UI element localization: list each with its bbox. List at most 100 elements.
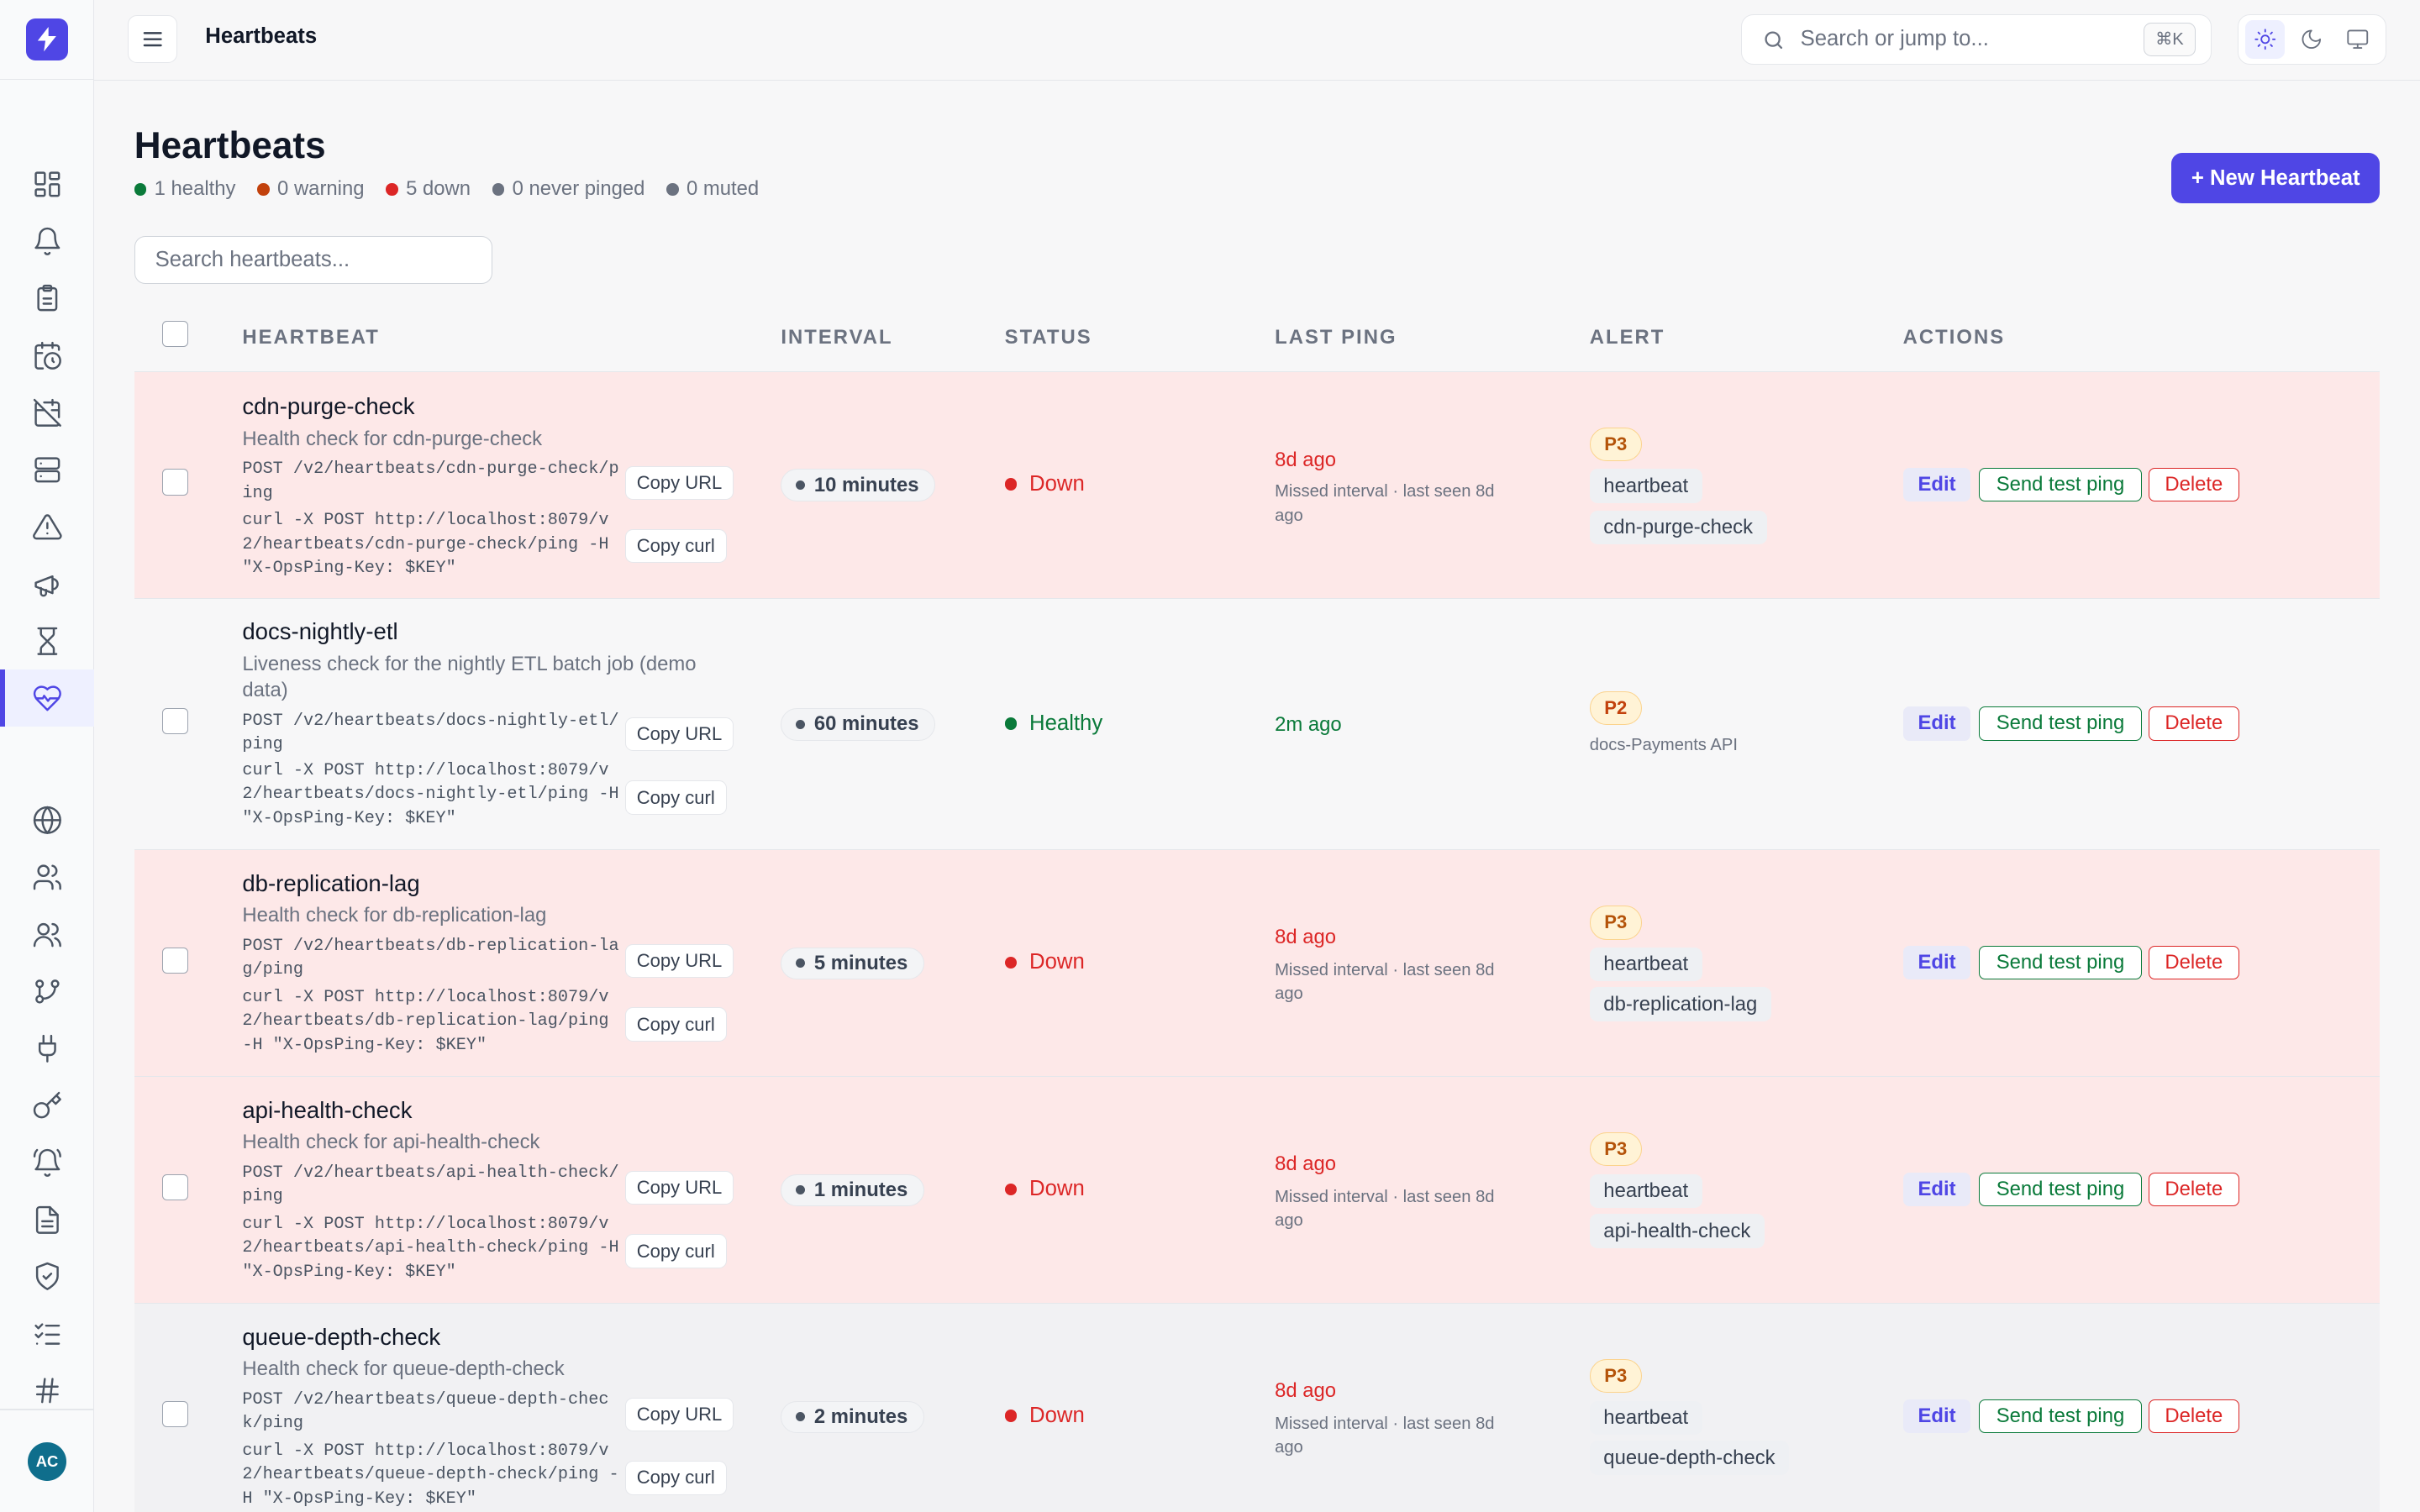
sidebar-item-notifications[interactable] <box>0 1134 94 1191</box>
row-checkbox[interactable] <box>161 1400 189 1427</box>
copy-url-button[interactable]: Copy URL <box>624 717 734 752</box>
light-theme-button[interactable] <box>2244 19 2286 59</box>
table-row[interactable]: api-health-check Health check for api-he… <box>134 1076 2381 1304</box>
edit-button[interactable]: Edit <box>1902 467 1971 501</box>
delete-button[interactable]: Delete <box>2148 945 2240 980</box>
send-test-ping-button[interactable]: Send test ping <box>1978 467 2143 501</box>
edit-button[interactable]: Edit <box>1902 945 1971 980</box>
copy-url-button[interactable]: Copy URL <box>624 1171 734 1205</box>
app-logo[interactable] <box>26 18 68 60</box>
status-dot <box>492 182 505 196</box>
heartbeats-table: HEARTBEAT INTERVAL STATUS LAST PING ALER… <box>134 302 2381 1512</box>
status-dot <box>257 182 270 196</box>
column-header-last-ping[interactable]: LAST PING <box>1275 325 1397 349</box>
sidebar-item-heartbeats[interactable] <box>0 669 95 727</box>
sidebar-item-api-keys[interactable] <box>0 1077 94 1134</box>
sidebar-item-issues[interactable] <box>0 498 94 555</box>
checklist-icon <box>34 1323 60 1346</box>
heartbeat-name[interactable]: cdn-purge-check <box>242 393 415 420</box>
bolt-icon <box>37 27 57 52</box>
copy-url-button[interactable]: Copy URL <box>624 1397 734 1432</box>
copy-url-button[interactable]: Copy URL <box>624 465 734 501</box>
sidebar-item-channels[interactable] <box>0 1362 94 1420</box>
status-label: Down <box>1029 1404 1085 1428</box>
sidebar-item-incidents[interactable] <box>0 270 94 327</box>
priority-badge: P3 <box>1589 427 1642 462</box>
sidebar-item-users[interactable] <box>0 848 94 906</box>
send-test-ping-button[interactable]: Send test ping <box>1978 1172 2143 1207</box>
row-checkbox[interactable] <box>161 469 189 496</box>
edit-button[interactable]: Edit <box>1902 1399 1971 1434</box>
sidebar-item-tasks[interactable] <box>0 1305 94 1362</box>
sidebar-item-escalations[interactable] <box>0 963 94 1020</box>
row-checkbox[interactable] <box>161 708 189 735</box>
sidebar-item-schedules[interactable] <box>0 327 94 384</box>
heartbeat-name[interactable]: docs-nightly-etl <box>242 618 398 645</box>
dark-theme-button[interactable] <box>2291 20 2332 59</box>
key-icon <box>33 1091 61 1118</box>
delete-button[interactable]: Delete <box>2148 706 2240 741</box>
sidebar-item-announcements[interactable] <box>0 555 94 612</box>
sidebar-item-integrations[interactable] <box>0 1020 94 1077</box>
copy-url-button[interactable]: Copy URL <box>624 944 734 979</box>
sidebar-item-maintenance[interactable] <box>0 384 94 441</box>
topbar: Heartbeats Search or jump to... ⌘K <box>94 0 2420 81</box>
search-icon <box>1765 31 1782 50</box>
curl-command: curl -X POST http://localhost:8079/v2/he… <box>242 760 619 828</box>
table-row[interactable]: cdn-purge-check Health check for cdn-pur… <box>134 371 2381 599</box>
copy-curl-button[interactable]: Copy curl <box>624 1461 727 1495</box>
sidebar-item-services[interactable] <box>0 441 94 498</box>
copy-curl-button[interactable]: Copy curl <box>624 780 727 815</box>
sidebar-item-security[interactable] <box>0 1248 94 1305</box>
send-test-ping-button[interactable]: Send test ping <box>1978 1399 2143 1434</box>
ping-url: POST /v2/heartbeats/api-health-check/pin… <box>242 1163 619 1207</box>
delete-button[interactable]: Delete <box>2148 1399 2240 1434</box>
edit-button[interactable]: Edit <box>1902 706 1971 741</box>
ping-url: POST /v2/heartbeats/queue-depth-check/pi… <box>242 1389 609 1434</box>
heartbeat-name[interactable]: db-replication-lag <box>242 869 420 896</box>
table-row[interactable]: db-replication-lag Health check for db-r… <box>134 849 2381 1077</box>
copy-curl-button[interactable]: Copy curl <box>624 1007 727 1042</box>
send-test-ping-button[interactable]: Send test ping <box>1978 706 2143 741</box>
column-header-alert[interactable]: ALERT <box>1589 325 1665 349</box>
sidebar-item-cron[interactable] <box>0 612 94 669</box>
table-row[interactable]: queue-depth-check Health check for queue… <box>134 1303 2381 1512</box>
send-test-ping-button[interactable]: Send test ping <box>1978 945 2143 980</box>
row-checkbox[interactable] <box>161 947 189 974</box>
delete-button[interactable]: Delete <box>2148 467 2240 501</box>
bell-icon <box>34 227 60 255</box>
last-ping: 8d ago <box>1275 925 1337 948</box>
status-count-label: 5 down <box>406 177 471 201</box>
select-all-checkbox[interactable] <box>161 321 189 348</box>
heartbeat-name[interactable]: queue-depth-check <box>242 1323 441 1350</box>
delete-button[interactable]: Delete <box>2148 1172 2240 1207</box>
priority-badge: P2 <box>1589 690 1642 726</box>
heartbeat-search-input[interactable] <box>134 236 492 284</box>
edit-button[interactable]: Edit <box>1902 1172 1971 1207</box>
global-search-input[interactable]: Search or jump to... ⌘K <box>1740 13 2212 66</box>
avatar[interactable]: AC <box>28 1442 66 1482</box>
hash-icon <box>35 1378 59 1404</box>
table-row[interactable]: docs-nightly-etl Liveness check for the … <box>134 598 2381 850</box>
status-count-label: 0 warning <box>277 177 365 201</box>
status-dot <box>666 182 679 196</box>
heartbeat-description: Health check for queue-depth-check <box>242 1357 565 1381</box>
priority-badge: P3 <box>1589 906 1642 940</box>
new-heartbeat-button[interactable]: + New Heartbeat <box>2171 152 2381 204</box>
copy-curl-button[interactable]: Copy curl <box>624 1234 727 1268</box>
system-theme-button[interactable] <box>2338 20 2378 59</box>
sidebar-item-reports[interactable] <box>0 1191 94 1248</box>
sidebar-item-alerts[interactable] <box>0 213 94 270</box>
column-header-status[interactable]: STATUS <box>1004 325 1092 349</box>
menu-toggle-button[interactable] <box>128 15 178 64</box>
sidebar-item-teams[interactable] <box>0 906 94 963</box>
column-header-interval[interactable]: INTERVAL <box>781 325 893 349</box>
row-checkbox[interactable] <box>161 1173 189 1200</box>
heartbeat-name[interactable]: api-health-check <box>242 1096 413 1123</box>
sidebar-item-status-pages[interactable] <box>0 791 94 848</box>
sidebar-item-dashboard[interactable] <box>0 156 94 213</box>
status-dot <box>386 182 398 196</box>
interval-value: 2 minutes <box>813 1404 908 1428</box>
copy-curl-button[interactable]: Copy curl <box>624 528 727 564</box>
column-header-heartbeat[interactable]: HEARTBEAT <box>242 325 380 349</box>
